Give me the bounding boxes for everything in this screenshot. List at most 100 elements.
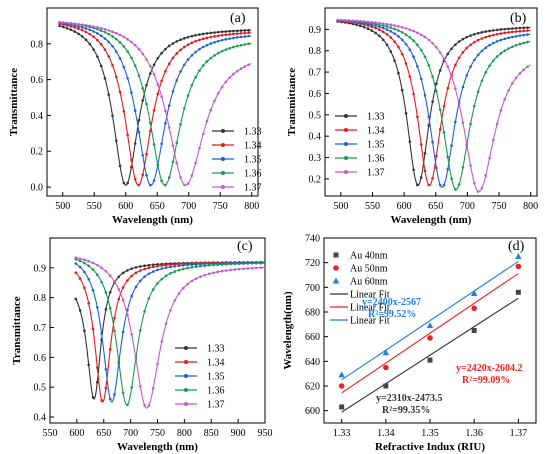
series-1.37 [74,256,265,409]
panel-label: (b) [510,11,527,26]
data-point [385,25,389,28]
data-point [518,72,522,75]
data-point [58,20,61,24]
y-tick-label: 0.2 [31,147,44,158]
data-point [169,309,172,312]
data-point [374,31,377,35]
data-point [201,132,205,136]
data-point [235,44,239,48]
y-tick-label: 600 [305,406,320,417]
data-point [80,23,84,26]
data-point [121,298,125,302]
data-point [137,118,141,122]
data-point [65,21,69,25]
data-point [88,28,92,32]
data-point [84,23,88,27]
data-point [242,267,245,271]
data-point [160,277,164,281]
data-point [104,291,108,294]
data-point [213,31,216,34]
y-tick-label: 0.7 [309,68,322,79]
data-point [224,80,228,84]
data-point [465,142,469,146]
data-point [179,48,182,52]
data-point [389,26,393,29]
legend: 1.33 1.34 1.35 1.36 1.37 [335,112,385,179]
data-point [186,266,189,270]
series-1.33 [74,260,265,400]
data-point [232,45,235,49]
data-point [186,58,190,61]
data-point [220,49,224,53]
series-1.34 [74,261,265,403]
data-point [431,42,434,45]
data-point [235,36,239,39]
data-point [92,48,95,51]
data-point [473,181,476,185]
data-point [160,340,164,343]
data-point [232,32,235,36]
data-point [457,183,461,186]
data-point [228,46,231,50]
data-point [74,256,78,260]
data-point [114,139,118,143]
data-point [133,43,137,47]
x-tick-label: 750 [492,201,507,212]
data-point [139,384,142,388]
data-point [404,111,408,115]
data-point [442,130,446,134]
data-point [164,183,167,187]
data-point [336,18,339,22]
data-point [450,144,453,147]
data-point [78,259,82,263]
data-point [228,37,231,40]
data-point [381,24,385,27]
data-point [182,263,185,267]
legend: Au 40nm Au 50nm Au 60nm Linear Fit Linear Fi… [330,251,390,327]
legend-marker [344,142,348,146]
data-point [113,316,116,320]
data-point [151,387,155,390]
data-point [92,25,95,28]
data-point [100,280,103,284]
data-point [145,83,148,87]
data-point [393,59,396,62]
legend-label: 1.36 [367,154,385,165]
panel-3: 1.33 1.34 1.35 1.36 1.37 600 620 640 660 680 700 72… [282,234,537,453]
data-point [107,93,111,96]
y-tick-label: 640 [305,357,320,368]
x-tick-label: 500 [333,201,348,212]
data-point [431,100,434,103]
data-point-square [515,289,521,295]
data-point [156,83,160,86]
data-point [96,55,99,58]
data-point [91,261,95,265]
data-point [87,277,90,281]
data-point [198,33,201,36]
data-point [355,19,358,23]
data-point [133,109,137,112]
data-point [160,51,163,55]
data-point [78,265,82,269]
data-point [469,164,472,167]
data-point [152,73,156,76]
x-tick-label: 550 [365,201,380,212]
data-point [397,45,400,49]
data-point [457,102,461,106]
legend-marker [332,277,340,284]
data-point [205,43,209,47]
data-point [156,164,160,167]
data-point [408,140,412,143]
data-point [243,31,247,35]
data-point [385,22,389,26]
data-point [431,75,434,78]
data-point [160,79,163,83]
legend-label: 1.33 [367,112,385,123]
data-point [400,88,404,92]
data-point [190,174,194,177]
data-point [400,31,404,34]
data-point [220,30,224,34]
data-point [476,38,480,42]
data-point [74,262,78,265]
legend-label: 1.33 [244,127,262,138]
